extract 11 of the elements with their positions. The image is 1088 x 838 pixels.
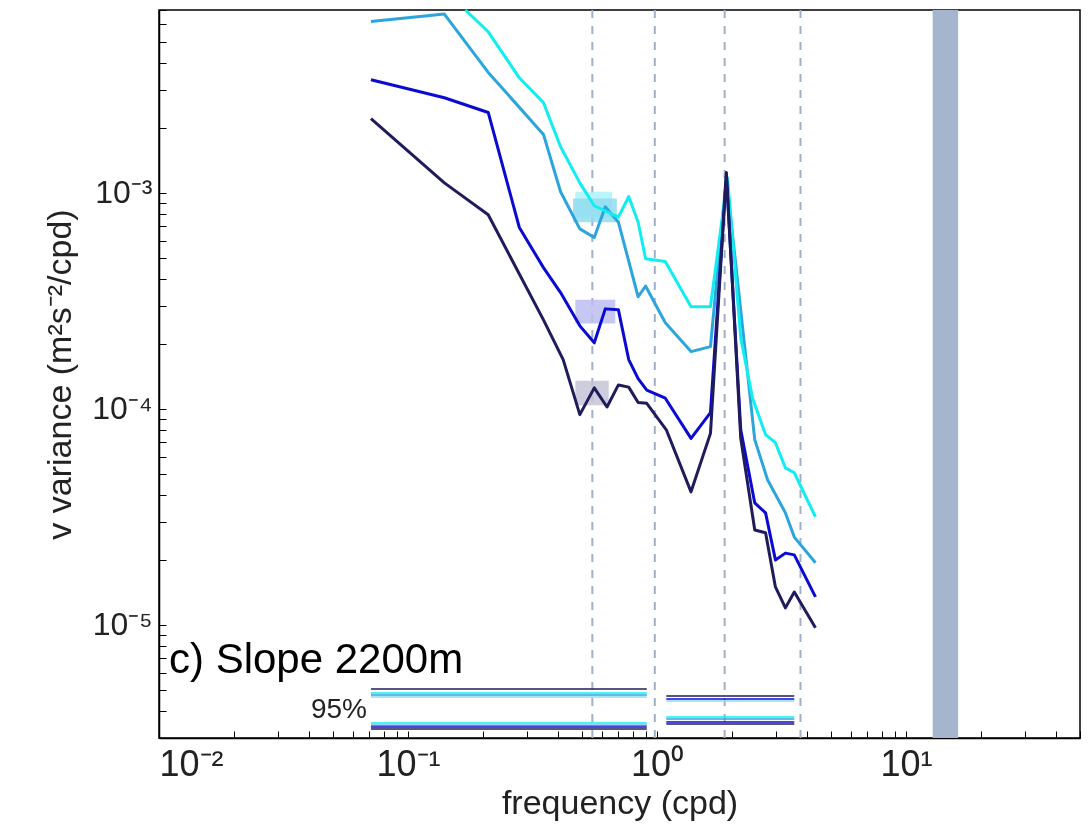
y-tick-label: 10⁻⁵	[92, 606, 153, 643]
text: c) Slope 2200m	[169, 635, 464, 682]
x-tick-label: 10¹	[880, 742, 933, 784]
y-tick-label: 10⁻³	[95, 174, 153, 211]
annotation: 95%	[310, 693, 367, 724]
y-tick-label: 10⁻⁴	[92, 390, 153, 427]
x-tick-label: 10⁰	[630, 742, 684, 784]
x-tick-label: 10⁻²	[159, 742, 224, 784]
y-axis-title: v variance (m²s⁻²/cpd)	[40, 209, 79, 540]
x-tick-label: 10⁻¹	[376, 742, 441, 784]
x-axis-title: frequency (cpd)	[501, 782, 739, 821]
